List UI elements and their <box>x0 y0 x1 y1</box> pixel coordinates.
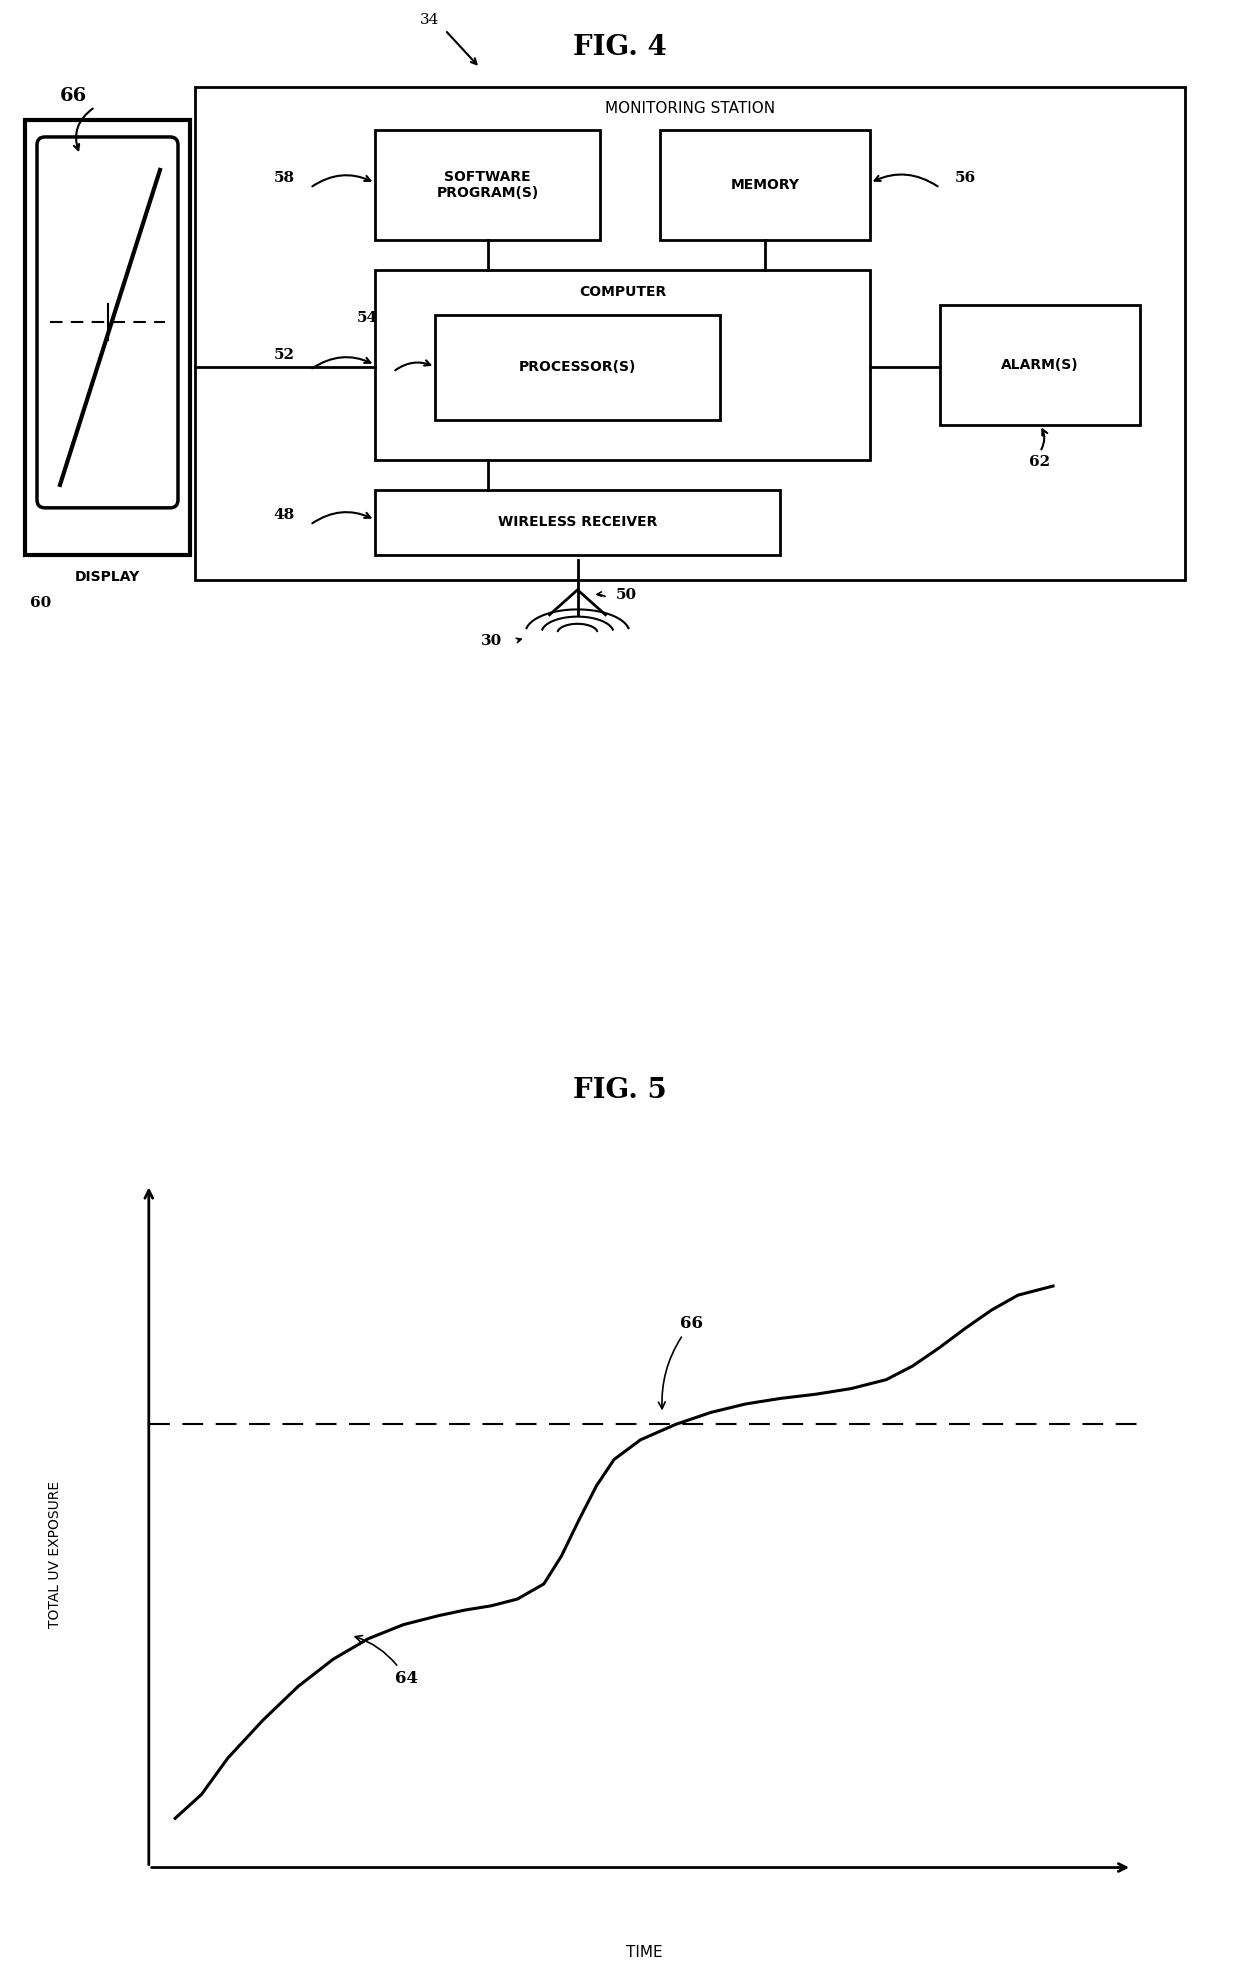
Text: 34: 34 <box>420 14 440 28</box>
Text: 58: 58 <box>274 172 295 185</box>
Text: FIG. 4: FIG. 4 <box>573 34 667 61</box>
Bar <box>374 270 870 460</box>
Text: PROCESSOR(S): PROCESSOR(S) <box>518 361 636 375</box>
Text: 50: 50 <box>615 588 636 602</box>
Text: MEMORY: MEMORY <box>730 178 800 191</box>
Bar <box>195 87 1185 580</box>
Bar <box>374 130 600 241</box>
Text: WIRELESS RECEIVER: WIRELESS RECEIVER <box>497 515 657 529</box>
Text: TIME: TIME <box>626 1945 663 1961</box>
Bar <box>374 489 780 554</box>
Text: MONITORING STATION: MONITORING STATION <box>605 101 775 116</box>
Text: 60: 60 <box>30 596 51 610</box>
Text: 64: 64 <box>355 1636 418 1687</box>
Text: SOFTWARE
PROGRAM(S): SOFTWARE PROGRAM(S) <box>436 170 538 199</box>
Bar <box>940 306 1140 424</box>
Text: ALARM(S): ALARM(S) <box>1001 357 1079 371</box>
Text: 66: 66 <box>658 1314 703 1409</box>
Bar <box>660 130 870 241</box>
Text: 54: 54 <box>357 312 378 326</box>
Bar <box>25 120 190 554</box>
Text: 48: 48 <box>274 507 295 521</box>
Text: 52: 52 <box>274 347 295 361</box>
Text: 56: 56 <box>955 172 976 185</box>
FancyBboxPatch shape <box>37 136 179 507</box>
Text: COMPUTER: COMPUTER <box>579 284 666 300</box>
Bar <box>435 316 720 420</box>
Text: 30: 30 <box>481 633 502 647</box>
Text: TOTAL UV EXPOSURE: TOTAL UV EXPOSURE <box>47 1482 62 1628</box>
Text: 66: 66 <box>60 87 87 105</box>
Text: 62: 62 <box>1029 456 1050 470</box>
Text: DISPLAY: DISPLAY <box>74 570 140 584</box>
Text: FIG. 5: FIG. 5 <box>573 1077 667 1103</box>
